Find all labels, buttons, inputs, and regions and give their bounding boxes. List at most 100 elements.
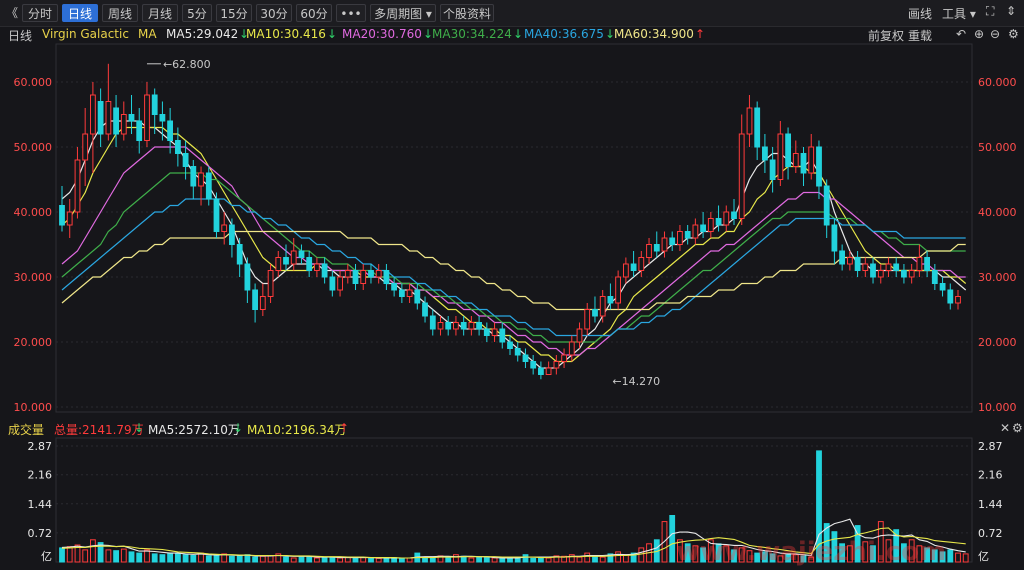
candle	[82, 108, 89, 186]
candle-body	[221, 224, 228, 232]
candle-body	[522, 354, 529, 362]
tab-0[interactable]: 分时	[22, 4, 58, 22]
tab-9[interactable]: 多周期图 ▾	[370, 4, 436, 22]
volume-bar	[630, 552, 637, 563]
candle	[568, 335, 575, 362]
collapse-icon[interactable]: ⇕	[1006, 4, 1017, 18]
volume-bar	[831, 531, 838, 563]
settings-icon[interactable]: ⚙	[1008, 27, 1019, 41]
ma-line-ma60	[61, 230, 966, 311]
tab-7[interactable]: 60分	[296, 4, 332, 22]
tab-6[interactable]: 30分	[256, 4, 292, 22]
candle-body	[483, 328, 490, 336]
candle-body	[785, 133, 792, 167]
adjust-button[interactable]: 前复权	[868, 29, 905, 43]
candle-body	[746, 107, 753, 135]
price-tick-left: 50.000	[14, 141, 53, 154]
ma-legend-arrow: ↓	[423, 27, 434, 41]
volume-bar	[105, 549, 112, 563]
candle-body	[823, 185, 830, 226]
ma-line-ma20	[61, 146, 966, 356]
fullscreen-icon[interactable]: ⛶	[986, 4, 995, 18]
volume-title: 成交量	[8, 423, 45, 437]
candle-body	[229, 224, 235, 245]
candle-body	[831, 224, 838, 252]
candle-body	[777, 133, 784, 180]
volume-bar	[476, 556, 483, 563]
candle	[599, 290, 606, 323]
volume-tick-right: 2.87	[978, 440, 1003, 453]
tab-2[interactable]: 周线	[102, 4, 138, 22]
candle-body	[939, 283, 946, 291]
candle	[738, 114, 745, 225]
volume-bar	[738, 547, 745, 563]
volume-bar	[545, 557, 552, 563]
ma-legend-arrow: ↓	[239, 27, 250, 41]
volume-close-icon[interactable]: ✕	[1000, 421, 1011, 435]
candle	[198, 166, 204, 206]
candle-body	[275, 257, 282, 271]
back-icon[interactable]: 《	[6, 6, 19, 20]
candle	[375, 264, 382, 284]
candle-body	[545, 367, 552, 375]
candle	[337, 270, 344, 297]
reload-button[interactable]: 重载	[908, 29, 933, 43]
volume-settings-icon[interactable]: ⚙	[1012, 421, 1023, 435]
volume-bar	[368, 557, 374, 563]
candle	[816, 140, 822, 199]
volume-bar	[947, 549, 954, 563]
candle	[823, 179, 830, 238]
candle-body	[677, 231, 683, 245]
tab-3[interactable]: 月线	[142, 4, 178, 22]
candle	[144, 82, 150, 147]
volume-bar	[816, 450, 822, 563]
candle-body	[352, 270, 359, 284]
watermark: www.wajiezhi.com	[676, 537, 946, 567]
candle-body	[630, 263, 637, 271]
candle-body	[259, 296, 266, 310]
candle-body	[916, 257, 923, 271]
tab-10[interactable]: 个股资料	[440, 4, 494, 22]
draw-line-button[interactable]: 画线	[908, 7, 933, 21]
candle	[406, 283, 413, 303]
ma-label: MA	[138, 27, 157, 41]
zoom-out-icon[interactable]: ⊖	[990, 27, 1001, 41]
price-tick-left: 20.000	[14, 336, 53, 349]
volume-tick-left: 0.72	[28, 527, 53, 540]
candle	[584, 303, 591, 336]
candle-body	[885, 263, 892, 271]
candle-body	[538, 367, 544, 375]
price-tick-left: 40.000	[14, 206, 53, 219]
candle-body	[947, 289, 954, 304]
ma-legend-item: MA20:30.760	[342, 27, 422, 41]
undo-icon[interactable]: ↶	[956, 27, 967, 41]
volume-bar	[175, 553, 181, 563]
ma-line-ma30	[61, 172, 966, 343]
candle-body	[847, 257, 853, 265]
candle	[298, 244, 305, 264]
candle-body	[476, 322, 483, 330]
volume-ma5: MA5:2572.10万	[148, 423, 240, 437]
tab-1[interactable]: 日线	[62, 4, 98, 22]
volume-bar	[870, 545, 876, 563]
candle	[213, 192, 220, 238]
tab-8[interactable]: •••	[336, 4, 366, 22]
zoom-in-icon[interactable]: ⊕	[974, 27, 985, 41]
tab-4[interactable]: 5分	[182, 4, 212, 22]
tools-menu[interactable]: 工具 ▾	[942, 7, 976, 21]
candle-body	[530, 361, 537, 369]
volume-tick-right: 2.16	[978, 469, 1003, 482]
ma-legend-item: MA5:29.042	[166, 27, 239, 41]
volume-bar	[259, 555, 266, 563]
price-tick-right: 50.000	[978, 141, 1017, 154]
volume-bar	[962, 553, 969, 563]
candle-body	[468, 322, 475, 330]
tab-5[interactable]: 15分	[216, 4, 252, 22]
volume-bar	[522, 554, 529, 563]
candle	[947, 283, 954, 310]
candle	[839, 244, 846, 271]
candle	[607, 283, 614, 310]
candle	[553, 355, 560, 375]
volume-bar	[314, 557, 320, 563]
